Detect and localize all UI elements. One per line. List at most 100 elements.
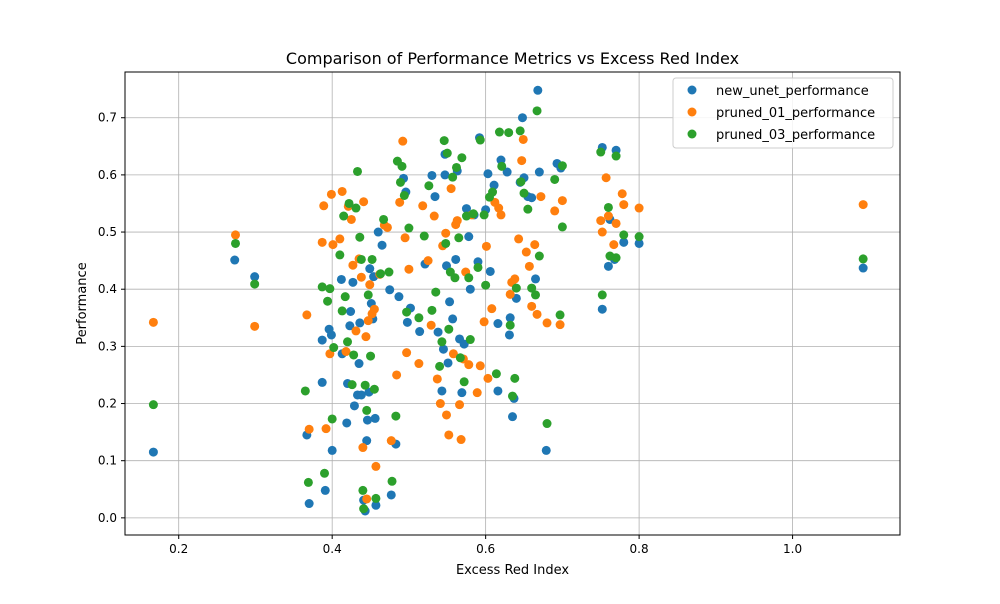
scatter-point <box>440 170 450 180</box>
scatter-point <box>300 386 310 396</box>
scatter-point <box>429 211 439 221</box>
scatter-point <box>402 348 412 358</box>
scatter-point <box>456 435 466 445</box>
scatter-point <box>475 361 485 371</box>
scatter-point <box>392 370 402 380</box>
scatter-point <box>464 232 474 242</box>
scatter-point <box>524 261 534 271</box>
scatter-point <box>424 181 434 191</box>
scatter-point <box>521 247 531 257</box>
chart-title: Comparison of Performance Metrics vs Exc… <box>286 49 739 68</box>
scatter-point <box>328 240 338 250</box>
scatter-point <box>321 424 331 434</box>
scatter-point <box>230 230 240 240</box>
scatter-point <box>438 344 448 354</box>
scatter-point <box>323 296 333 306</box>
series-pruned_01_performance <box>148 134 868 504</box>
scatter-point <box>596 147 606 157</box>
legend-marker-pruned-03 <box>687 129 697 139</box>
scatter-point <box>344 198 354 208</box>
scatter-point <box>504 128 514 138</box>
scatter-point <box>250 279 260 289</box>
scatter-point <box>435 399 445 409</box>
scatter-point <box>603 202 613 212</box>
y-tick-label: 0.6 <box>98 168 117 182</box>
scatter-point <box>451 162 461 172</box>
scatter-point <box>230 238 240 248</box>
scatter-point <box>355 232 365 242</box>
y-tick-label: 0.4 <box>98 282 117 296</box>
scatter-point <box>326 330 336 340</box>
scatter-point <box>455 400 465 410</box>
scatter-point <box>534 167 544 177</box>
scatter-point <box>369 384 379 394</box>
scatter-point <box>533 85 543 95</box>
scatter-point <box>365 280 375 290</box>
scatter-point <box>361 332 371 342</box>
scatter-point <box>461 211 471 221</box>
y-tick-label: 0.3 <box>98 339 117 353</box>
scatter-point <box>320 468 330 478</box>
legend-label-pruned-03: pruned_03_performance <box>716 128 875 143</box>
scatter-point <box>362 415 372 425</box>
scatter-point <box>496 210 506 220</box>
scatter-point <box>386 490 396 500</box>
scatter-point <box>398 136 408 146</box>
scatter-point <box>448 172 458 182</box>
scatter-point <box>415 327 425 337</box>
y-tick-label: 0.5 <box>98 225 117 239</box>
x-axis-label: Excess Red Index <box>456 563 569 578</box>
scatter-point <box>386 436 396 446</box>
scatter-point <box>377 240 387 250</box>
scatter-point <box>441 228 451 238</box>
scatter-point <box>483 169 493 179</box>
scatter-point <box>481 241 491 251</box>
scatter-point <box>371 461 381 471</box>
scatter-point <box>510 373 520 383</box>
scatter-point <box>414 359 424 369</box>
scatter-point <box>619 230 629 240</box>
scatter-point <box>250 272 260 282</box>
scatter-point <box>475 135 485 145</box>
scatter-point <box>404 264 414 274</box>
scatter-point <box>515 126 525 136</box>
scatter-point <box>382 222 392 232</box>
scatter-point <box>504 330 514 340</box>
scatter-point <box>542 318 552 328</box>
legend: new_unet_performance pruned_01_performan… <box>672 77 894 149</box>
scatter-point <box>611 253 621 263</box>
scatter-point <box>347 380 357 390</box>
scatter-point <box>394 292 404 302</box>
scatter-point <box>505 289 515 299</box>
scatter-point <box>468 209 478 219</box>
scatter-point <box>317 282 327 292</box>
x-tick-label: 1.0 <box>783 542 802 556</box>
legend-frame <box>672 77 894 149</box>
scatter-point <box>326 189 336 199</box>
scatter-point <box>454 233 464 243</box>
scatter-point <box>317 237 327 247</box>
scatter-point <box>493 319 503 329</box>
x-tick-label: 0.4 <box>323 542 342 556</box>
scatter-point <box>395 177 405 187</box>
scatter-point <box>508 412 517 422</box>
scatter-point <box>497 161 507 171</box>
scatter-point <box>414 313 424 323</box>
scatter-point <box>423 256 433 266</box>
scatter-point <box>532 106 542 116</box>
scatter-point <box>634 203 644 213</box>
scatter-point <box>459 377 469 387</box>
scatter-point <box>465 284 475 294</box>
y-tick-label: 0.7 <box>98 111 117 125</box>
scatter-point <box>448 314 458 324</box>
scatter-point <box>452 216 462 226</box>
scatter-point <box>370 413 380 423</box>
scatter-point <box>511 283 521 293</box>
scatter-point <box>358 443 368 453</box>
scatter-point <box>317 377 327 387</box>
scatter-point <box>426 320 436 330</box>
scatter-point <box>356 390 366 400</box>
scatter-point <box>601 173 611 183</box>
scatter-point <box>510 274 520 284</box>
